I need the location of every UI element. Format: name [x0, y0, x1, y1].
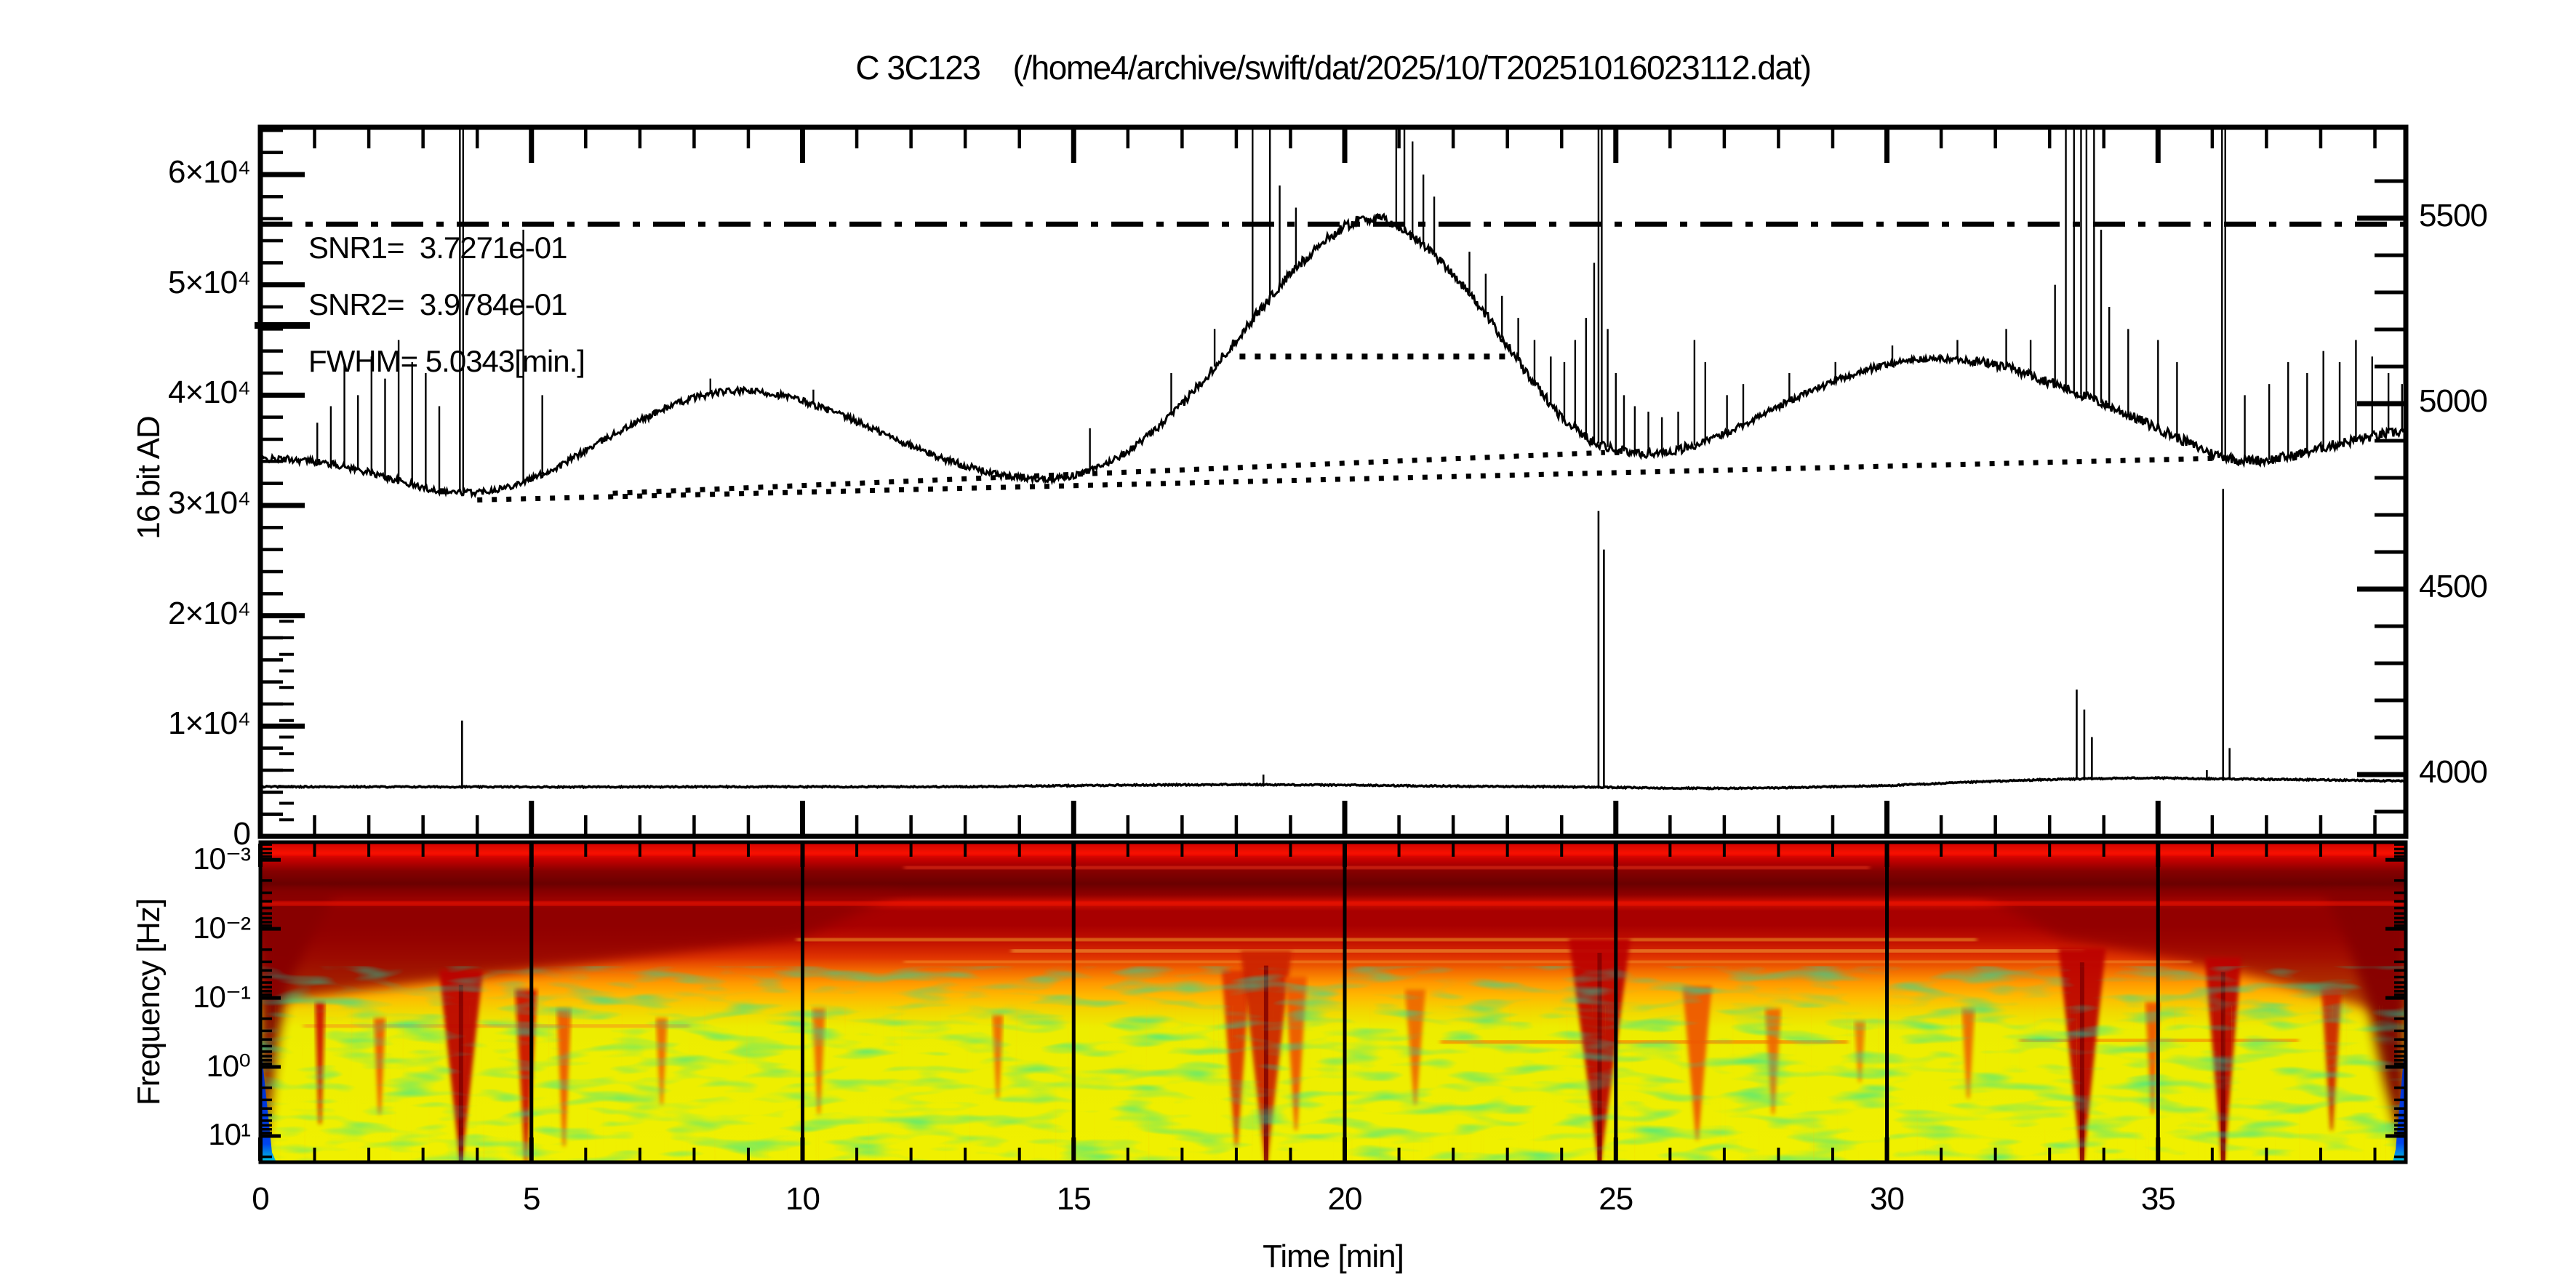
top-panel-y-tick-label: 6×10⁴ [167, 153, 251, 190]
time-axis-tick-label: 5 [523, 1181, 540, 1217]
top-panel-right-tick-label: 5000 [2419, 383, 2488, 419]
spectrogram-freq-tick-label: 10¹ [208, 1116, 251, 1151]
top-panel-y-tick-label: 5×10⁴ [167, 264, 251, 300]
spectrogram-freq-tick-label: 10⁻¹ [193, 980, 251, 1015]
top-panel-right-tick-label: 4500 [2419, 569, 2488, 604]
top-panel-right-tick-label: 4000 [2419, 754, 2488, 790]
time-axis-tick-label: 35 [2140, 1181, 2176, 1217]
top-panel-y-tick-label: 3×10⁴ [167, 484, 251, 521]
top-panel-y-tick-label: 2×10⁴ [167, 595, 251, 631]
snr1-annotation: SNR1= 3.7271e-01 [308, 231, 567, 265]
time-axis-tick-label: 20 [1327, 1181, 1363, 1217]
snr2-annotation: SNR2= 3.9784e-01 [308, 287, 567, 321]
top-panel-y-tick-label: 4×10⁴ [167, 375, 251, 411]
time-axis-tick-label: 15 [1056, 1181, 1092, 1217]
spectrogram-freq-tick-label: 10⁻² [193, 911, 251, 945]
time-axis-tick-label: 30 [1870, 1181, 1905, 1217]
spectrogram-freq-tick-label: 10⁻³ [193, 841, 251, 876]
top-panel-y-tick-label: 1×10⁴ [167, 705, 251, 742]
plot-title: C 3C123 (/home4/archive/swift/dat/2025/1… [855, 49, 1812, 87]
time-axis-tick-label: 0 [252, 1181, 269, 1217]
fwhm-annotation: FWHM= 5.0343[min.] [308, 344, 585, 378]
spectrogram-freq-tick-label: 10⁰ [206, 1049, 251, 1084]
time-axis-tick-label: 25 [1599, 1181, 1633, 1217]
top-panel-right-tick-label: 5500 [2419, 198, 2488, 233]
x-axis-title: Time [min] [1263, 1239, 1404, 1274]
time-axis-tick-label: 10 [785, 1181, 820, 1217]
top-panel-y-tick-label: 0 [233, 816, 251, 852]
snr2-legend-dash [255, 322, 310, 329]
